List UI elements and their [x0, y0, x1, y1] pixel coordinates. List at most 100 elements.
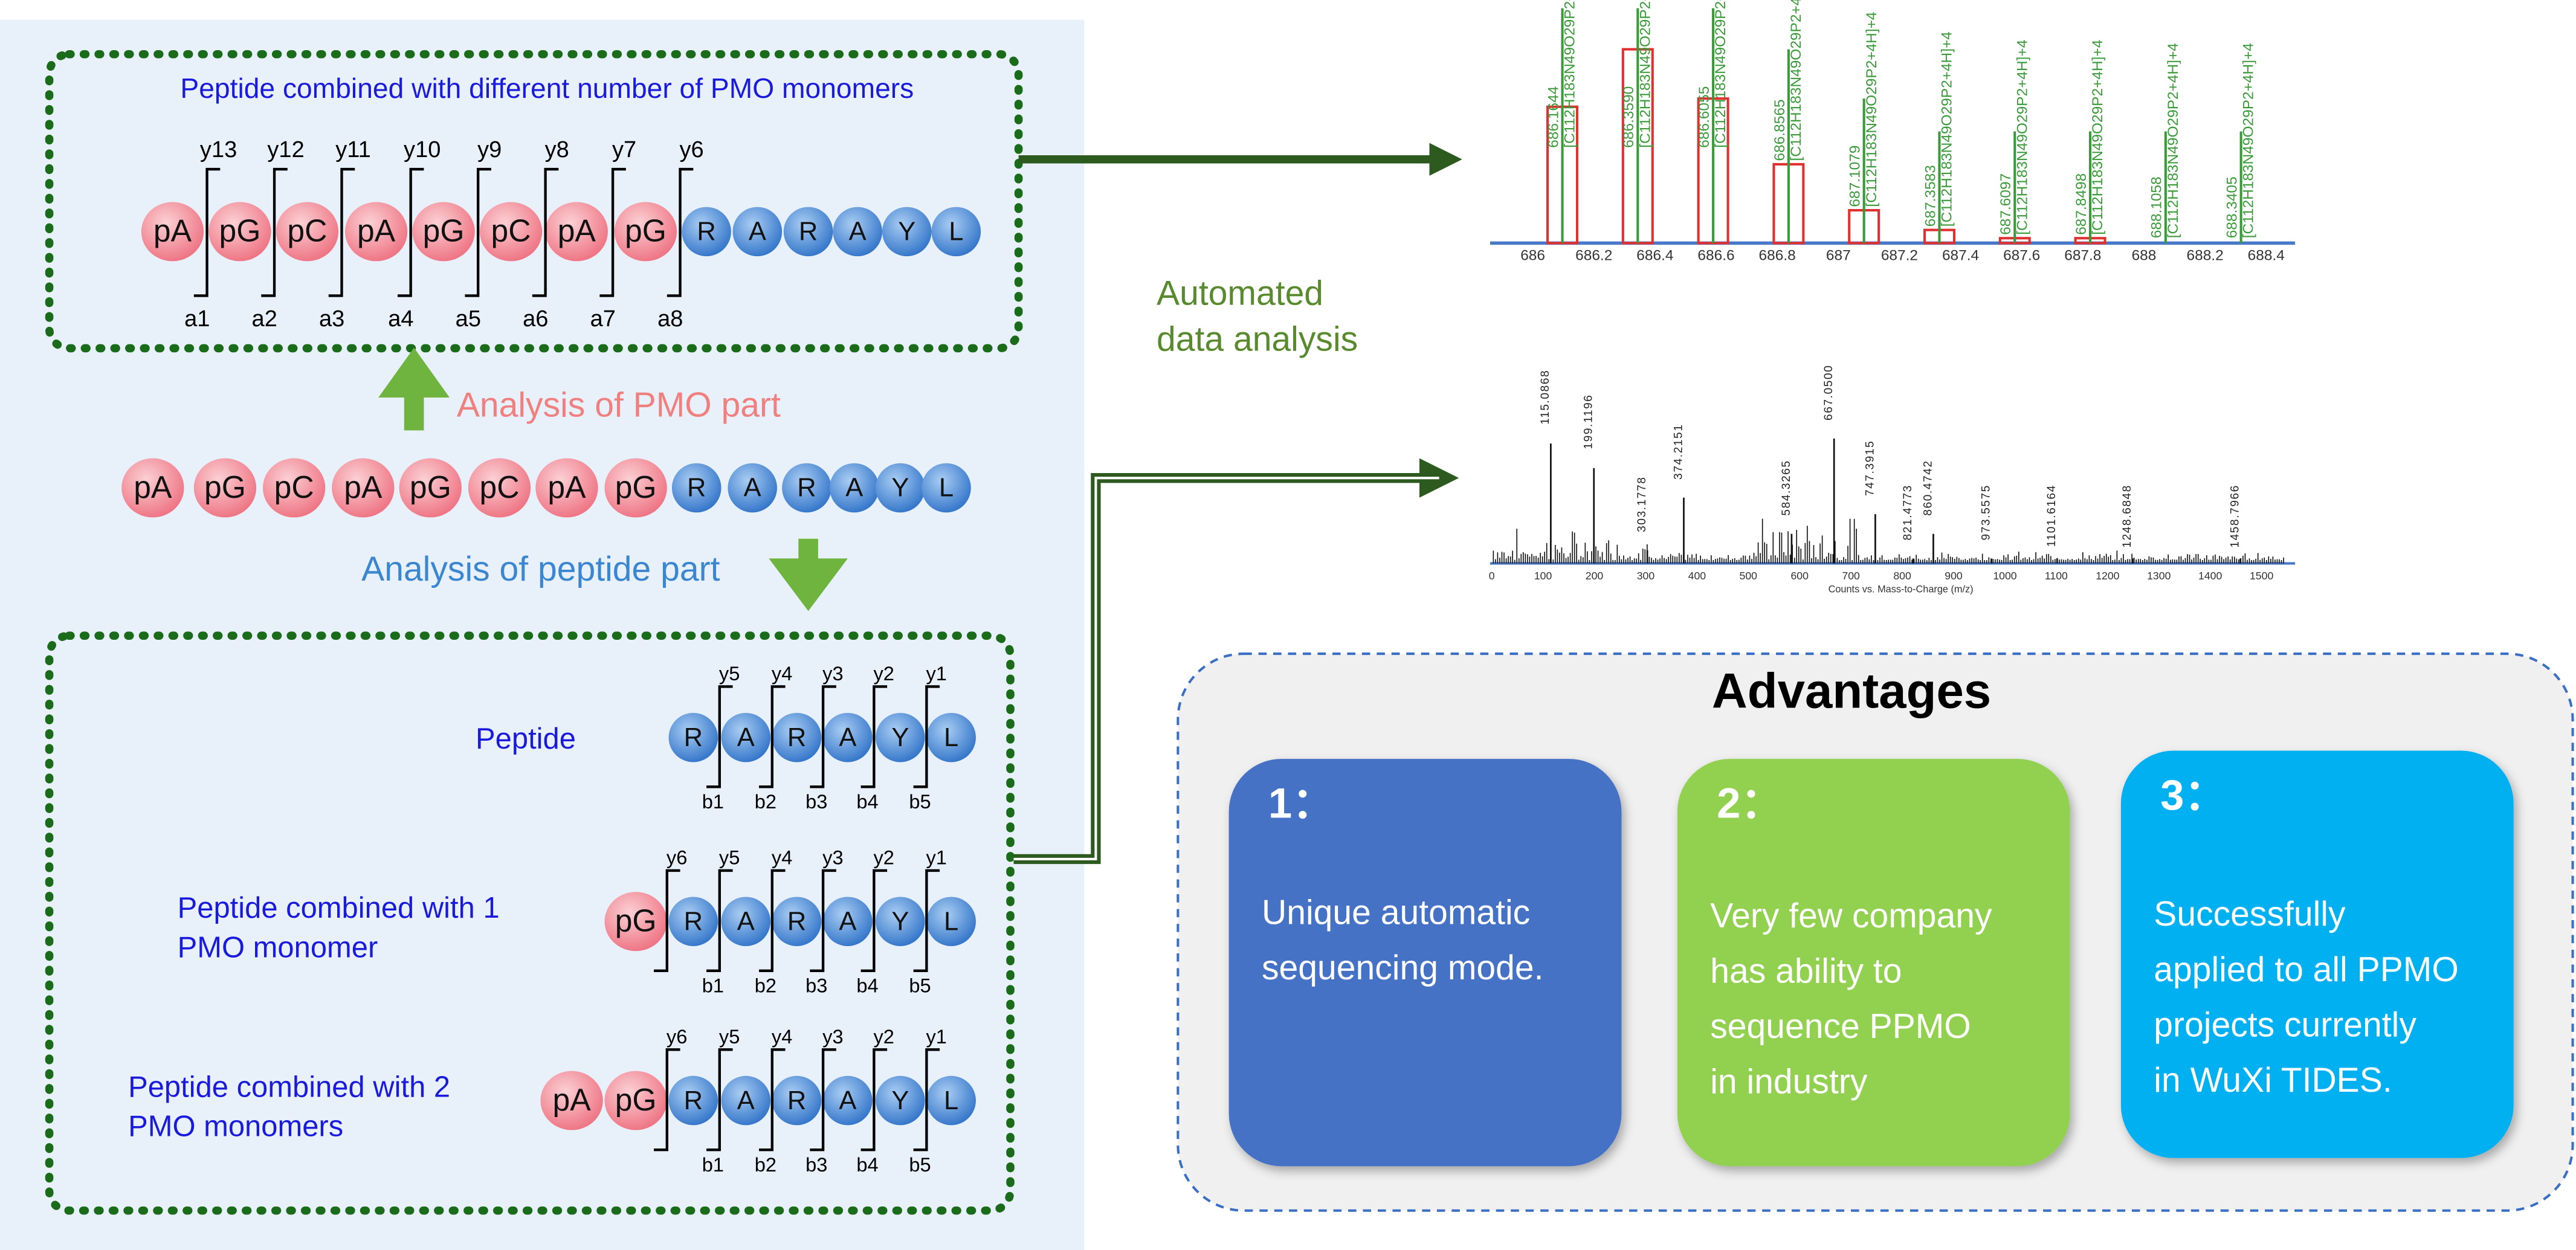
bead-label: A — [849, 217, 867, 246]
ion-label: b5 — [909, 790, 931, 813]
tick-label: 688.2 — [2187, 248, 2224, 264]
tick-label: 800 — [1893, 570, 1911, 582]
peak-formula: [C112H183N49O29P2+4H]+4 — [2165, 43, 2181, 238]
pmo-bead — [540, 1071, 603, 1130]
peak-label: 199.1196 — [1583, 395, 1595, 449]
arrow-up — [378, 347, 450, 431]
ion-label: y10 — [404, 137, 441, 163]
ion-label: b4 — [856, 790, 878, 813]
ion-bracket — [654, 1048, 680, 1152]
card-text: projects currently — [2154, 1005, 2416, 1044]
bead-label: pG — [219, 213, 260, 248]
peak-formula: [C112H183N49O29P2+4H]+4 — [1712, 0, 1729, 148]
bead-label: R — [787, 907, 806, 936]
amino-bead — [829, 463, 879, 513]
ion-label: y5 — [719, 1025, 740, 1048]
ion-label: y7 — [612, 137, 636, 163]
card-number: 3： — [2160, 771, 2227, 819]
bead-label: L — [949, 217, 963, 246]
amino-bead — [732, 207, 783, 257]
amino-bead — [926, 1075, 976, 1126]
peak-formula: [C112H183N49O29P2+4H]+4 — [2014, 40, 2030, 235]
amino-bead — [728, 463, 777, 513]
ion-label: a5 — [456, 306, 481, 332]
ion-label: y13 — [200, 137, 237, 163]
ion-label: b3 — [805, 790, 827, 813]
ion-label: y8 — [545, 137, 569, 163]
peak-label: 686.6055 — [1696, 86, 1712, 148]
top-box-title: Peptide combined with different number o… — [180, 72, 914, 104]
amino-bead — [668, 897, 718, 947]
bead-label: pA — [357, 213, 396, 248]
peak-label: 303.1778 — [1636, 476, 1648, 532]
row-label: PMO monomers — [128, 1110, 343, 1143]
bead-label: Y — [898, 217, 915, 246]
ion-label: y1 — [926, 662, 946, 685]
ion-label: b1 — [702, 790, 724, 813]
amino-bead — [926, 712, 976, 762]
peak-label: 1101.6164 — [2045, 485, 2058, 547]
bead-label: A — [749, 217, 766, 246]
amino-bead — [721, 712, 771, 762]
tick-label: 400 — [1688, 570, 1706, 582]
pmo-bead — [344, 202, 408, 262]
card-text: Unique automatic — [1262, 893, 1530, 932]
pmo-bead — [208, 202, 271, 262]
bead-label: A — [845, 474, 863, 503]
bead-label: Y — [891, 474, 909, 503]
x-axis-label: Counts vs. Mass-to-Charge (m/z) — [1829, 584, 1974, 594]
ion-label: y5 — [719, 662, 740, 685]
bead-label: pA — [153, 213, 192, 248]
card-number: 2： — [1717, 779, 1783, 827]
bead-label: pG — [204, 469, 246, 504]
ion-bracket — [397, 167, 424, 297]
ion-label: a4 — [388, 306, 413, 332]
peak-label: 686.3590 — [1621, 86, 1637, 148]
amino-bead — [876, 463, 925, 513]
tick-label: 687.6 — [2003, 248, 2040, 264]
peak-label: 688.3405 — [2224, 176, 2241, 238]
ion-bracket — [261, 167, 288, 297]
peak-label: 687.1079 — [1847, 146, 1864, 207]
ion-bracket — [599, 167, 626, 297]
automated-text: Automated — [1157, 274, 1323, 312]
peak-label: 860.4742 — [1922, 460, 1934, 515]
tick-label: 300 — [1637, 570, 1655, 582]
ion-bracket — [759, 869, 786, 972]
connector-inner — [1013, 477, 1439, 860]
ion-label: y4 — [772, 662, 792, 685]
pmo-bead — [614, 202, 677, 262]
automated-text: data analysis — [1157, 320, 1358, 359]
amino-bead — [772, 1075, 822, 1126]
amino-bead — [876, 897, 925, 947]
pmo-bead — [193, 458, 257, 518]
amino-bead — [721, 897, 771, 947]
ion-bracket — [810, 1048, 836, 1152]
bead-label: A — [744, 474, 761, 503]
peak-label: 747.3915 — [1864, 440, 1876, 496]
bead-label: A — [839, 723, 856, 752]
bead-label: A — [839, 1086, 856, 1115]
ion-label: b3 — [805, 975, 827, 997]
card-text: Successfully — [2154, 895, 2346, 933]
row-label: PMO monomer — [178, 931, 378, 964]
pmo-bead — [141, 202, 204, 262]
amino-bead — [682, 207, 731, 257]
ion-bracket — [913, 1048, 940, 1152]
tick-label: 1100 — [2045, 570, 2068, 582]
bottom-box — [45, 631, 1015, 1215]
amino-bead — [772, 897, 822, 947]
ion-label: y6 — [667, 1025, 687, 1048]
bead-label: A — [737, 723, 755, 752]
bead-label: pA — [547, 469, 586, 504]
peak-label: 667.0500 — [1822, 365, 1835, 420]
bead-label: pG — [410, 469, 451, 504]
bead-label: A — [737, 1086, 755, 1115]
ion-bracket — [913, 869, 940, 972]
tick-label: 686.8 — [1759, 248, 1796, 264]
peak-label: 821.4773 — [1902, 485, 1914, 540]
pmo-bead — [604, 892, 667, 952]
ion-label: y2 — [873, 1025, 894, 1048]
tick-label: 500 — [1740, 570, 1758, 582]
ion-label: y3 — [822, 846, 843, 869]
